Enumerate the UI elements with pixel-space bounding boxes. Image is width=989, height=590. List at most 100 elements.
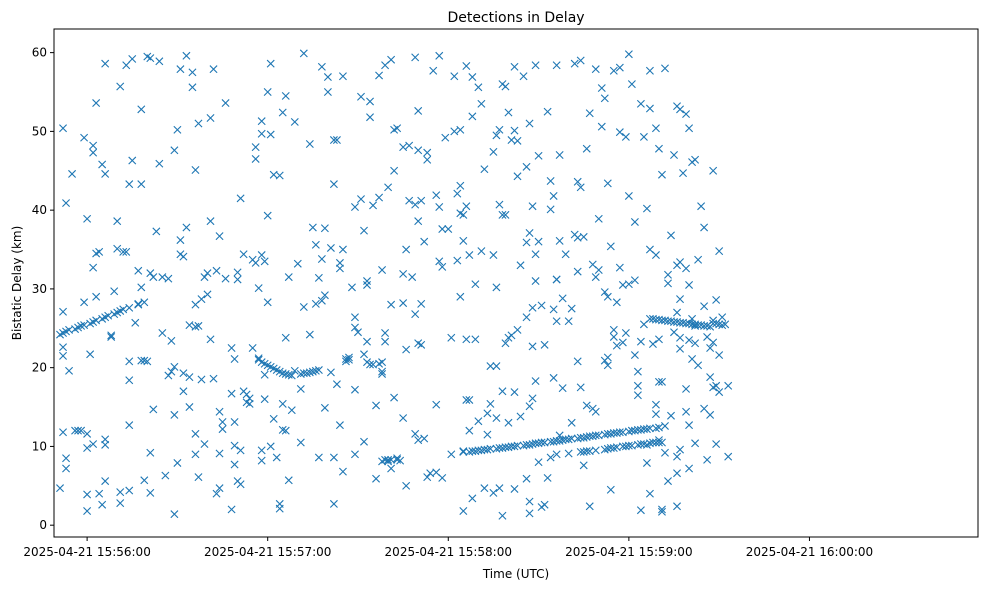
data-point [77,321,86,330]
x-axis-label: Time (UTC) [482,567,549,581]
data-point [694,361,703,370]
data-point [522,238,531,247]
data-point [257,446,266,455]
data-point [158,329,167,338]
data-point [221,274,230,283]
data-point [134,299,143,308]
data-point [531,377,540,386]
data-point [227,389,236,398]
data-point [600,445,609,454]
data-point [582,144,591,153]
data-point [251,258,260,267]
data-point [654,423,663,432]
data-point [131,318,140,327]
data-point [594,214,603,223]
data-point [724,381,733,390]
data-point [510,388,519,397]
data-point [203,269,212,278]
y-axis-ticks: 0 10 20 30 40 50 60 [32,46,54,532]
data-point [137,105,146,114]
data-point [552,317,561,326]
data-point [299,303,308,312]
data-point [149,273,158,282]
data-point [89,263,98,272]
data-point [660,64,669,73]
data-point [360,226,368,235]
data-point [170,510,179,519]
data-point [657,438,666,447]
data-point [522,474,531,483]
data-point [591,273,600,282]
data-point [498,387,507,396]
data-point [579,433,588,442]
x-tick-label: 2025-04-21 15:56:00 [23,545,150,559]
data-point [420,434,429,443]
data-point [636,440,645,449]
data-point [709,338,718,347]
data-point [465,395,474,404]
data-point [651,400,660,409]
data-point [582,401,591,410]
data-point [146,269,155,278]
data-point [218,418,227,426]
data-point [360,437,368,446]
data-point [682,407,691,416]
data-point [236,446,245,455]
data-point [700,223,709,232]
data-point [215,484,224,493]
data-point [281,91,290,100]
data-point [266,442,275,451]
data-point [125,303,134,312]
data-point [438,262,447,271]
data-point [516,261,525,270]
data-point [504,418,513,427]
data-point [522,313,531,322]
data-point [543,107,552,116]
data-point [194,473,203,482]
data-point [486,399,495,408]
data-point [101,440,110,449]
data-point [164,371,173,380]
data-point [492,131,501,140]
data-point [564,449,573,458]
data-point [284,370,293,379]
data-point [176,65,185,74]
data-point [402,345,411,354]
data-point [423,473,432,482]
data-point [648,340,657,349]
data-point [676,295,685,304]
data-point [685,336,694,345]
data-point [411,429,420,438]
data-point [83,214,92,223]
data-point [390,393,399,402]
data-point [350,323,359,332]
data-point [227,343,236,352]
data-point [209,374,218,383]
data-point [712,440,721,449]
data-point [173,125,182,134]
data-point [673,308,682,317]
data-point [697,202,706,211]
data-point [59,428,68,437]
data-point [191,322,200,331]
data-point [603,361,612,370]
data-point [564,435,573,444]
data-point [477,99,486,108]
data-point [384,183,393,192]
data-point [98,160,107,169]
data-point [350,313,359,322]
data-point [128,54,137,63]
data-point [281,333,290,342]
data-point [474,417,483,426]
data-point [519,72,528,81]
data-point [290,117,299,126]
data-point [284,273,293,282]
data-point [480,165,489,174]
data-point [215,232,224,241]
data-point [197,375,206,384]
data-point [366,360,375,369]
data-point [372,474,381,483]
data-point [200,273,209,282]
data-point [212,489,221,498]
data-point [474,83,483,92]
